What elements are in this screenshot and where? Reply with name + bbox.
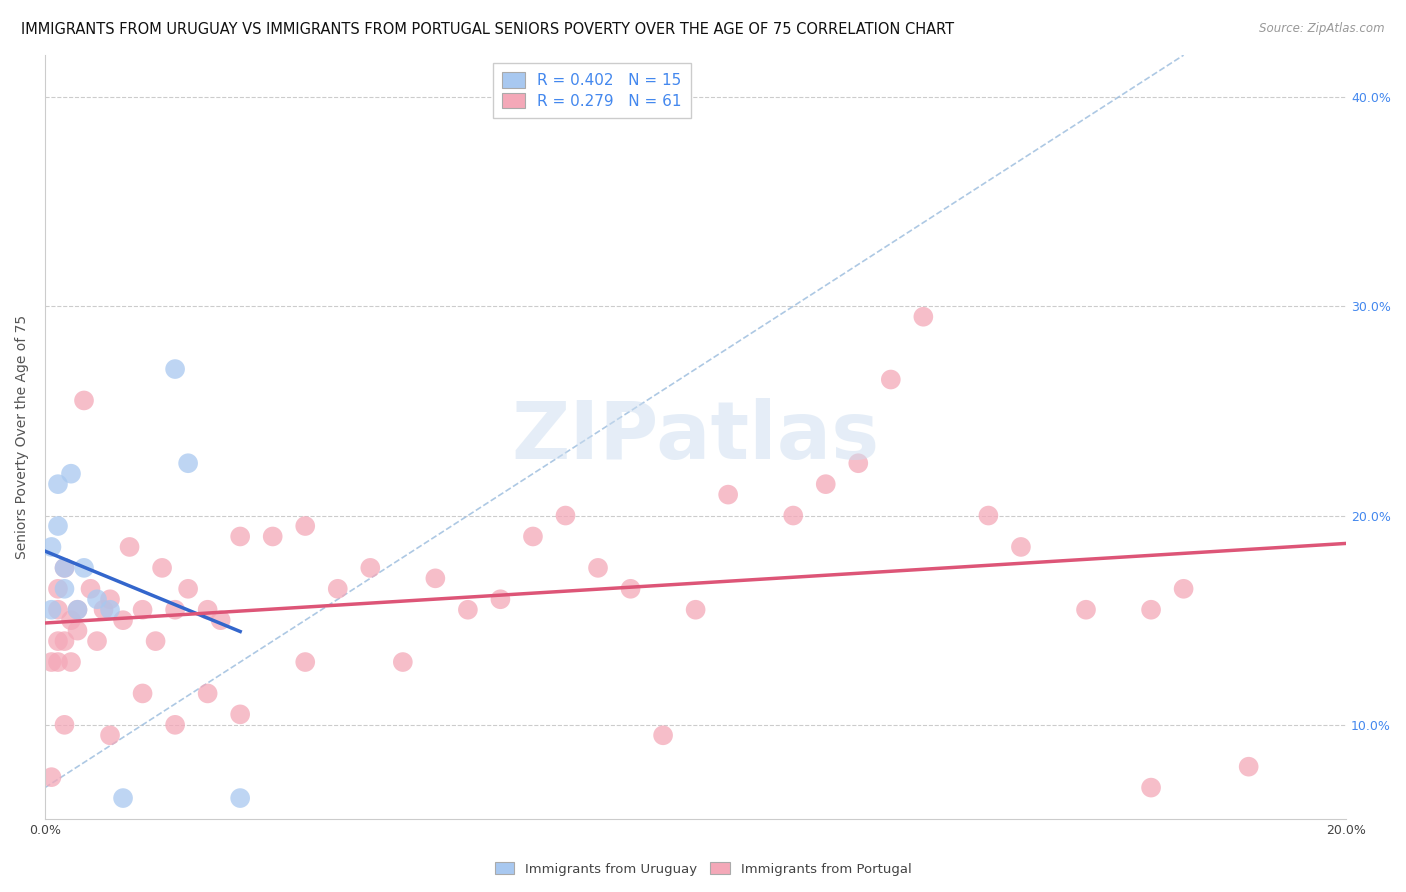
Point: [86, 592, 108, 607]
Point: [165, 362, 187, 376]
Point: [586, 561, 609, 575]
Point: [880, 372, 903, 386]
Point: [93, 603, 115, 617]
Legend: Immigrants from Uruguay, Immigrants from Portugal: Immigrants from Uruguay, Immigrants from…: [489, 857, 917, 881]
Point: [86, 634, 108, 648]
Point: [112, 613, 135, 627]
Point: [59, 467, 82, 481]
Point: [46, 477, 69, 491]
Text: Source: ZipAtlas.com: Source: ZipAtlas.com: [1260, 22, 1385, 36]
Point: [59, 655, 82, 669]
Point: [177, 456, 200, 470]
Point: [131, 603, 153, 617]
Point: [846, 456, 869, 470]
Point: [41, 770, 63, 784]
Point: [554, 508, 576, 523]
Point: [46, 634, 69, 648]
Point: [814, 477, 837, 491]
Point: [112, 791, 135, 805]
Point: [717, 488, 740, 502]
Point: [359, 561, 381, 575]
Point: [1140, 780, 1163, 795]
Point: [59, 613, 82, 627]
Point: [46, 582, 69, 596]
Point: [782, 508, 804, 523]
Y-axis label: Seniors Poverty Over the Age of 75: Seniors Poverty Over the Age of 75: [15, 315, 30, 559]
Point: [46, 519, 69, 533]
Point: [66, 624, 89, 638]
Point: [79, 582, 101, 596]
Point: [165, 718, 187, 732]
Point: [53, 582, 76, 596]
Point: [652, 728, 675, 742]
Point: [41, 540, 63, 554]
Point: [229, 529, 252, 543]
Point: [685, 603, 707, 617]
Point: [41, 655, 63, 669]
Point: [73, 393, 96, 408]
Point: [262, 529, 284, 543]
Text: ZIPatlas: ZIPatlas: [512, 398, 880, 476]
Point: [41, 603, 63, 617]
Point: [177, 582, 200, 596]
Point: [197, 603, 219, 617]
Point: [53, 718, 76, 732]
Point: [131, 686, 153, 700]
Point: [1237, 760, 1260, 774]
Point: [66, 603, 89, 617]
Point: [457, 603, 479, 617]
Point: [150, 561, 173, 575]
Legend: R = 0.402   N = 15, R = 0.279   N = 61: R = 0.402 N = 15, R = 0.279 N = 61: [492, 62, 690, 118]
Point: [46, 603, 69, 617]
Point: [229, 707, 252, 722]
Point: [326, 582, 349, 596]
Point: [165, 603, 187, 617]
Point: [145, 634, 167, 648]
Point: [118, 540, 141, 554]
Point: [209, 613, 232, 627]
Point: [294, 655, 316, 669]
Point: [229, 791, 252, 805]
Point: [392, 655, 415, 669]
Point: [912, 310, 935, 324]
Point: [46, 655, 69, 669]
Point: [1010, 540, 1032, 554]
Point: [53, 634, 76, 648]
Point: [977, 508, 1000, 523]
Point: [53, 561, 76, 575]
Point: [98, 728, 121, 742]
Point: [53, 561, 76, 575]
Point: [294, 519, 316, 533]
Point: [522, 529, 544, 543]
Point: [197, 686, 219, 700]
Point: [489, 592, 512, 607]
Point: [98, 603, 121, 617]
Point: [1173, 582, 1195, 596]
Point: [66, 603, 89, 617]
Point: [98, 592, 121, 607]
Point: [619, 582, 641, 596]
Point: [1140, 603, 1163, 617]
Point: [1074, 603, 1097, 617]
Text: IMMIGRANTS FROM URUGUAY VS IMMIGRANTS FROM PORTUGAL SENIORS POVERTY OVER THE AGE: IMMIGRANTS FROM URUGUAY VS IMMIGRANTS FR…: [21, 22, 955, 37]
Point: [425, 571, 447, 585]
Point: [73, 561, 96, 575]
